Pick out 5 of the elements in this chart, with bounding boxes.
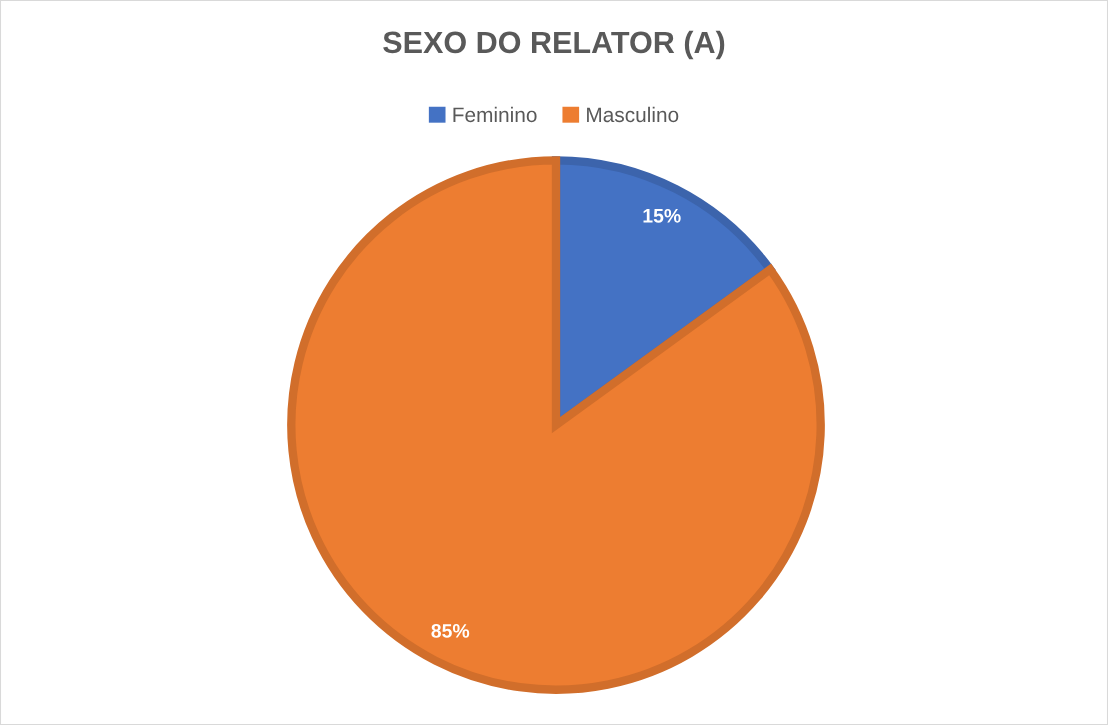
chart-title: SEXO DO RELATOR (A) [383,30,725,60]
data-label: 15% [643,208,681,223]
data-label: 85% [431,624,470,638]
legend-label: Feminino [453,106,537,123]
legend-label: Masculino [587,106,679,123]
